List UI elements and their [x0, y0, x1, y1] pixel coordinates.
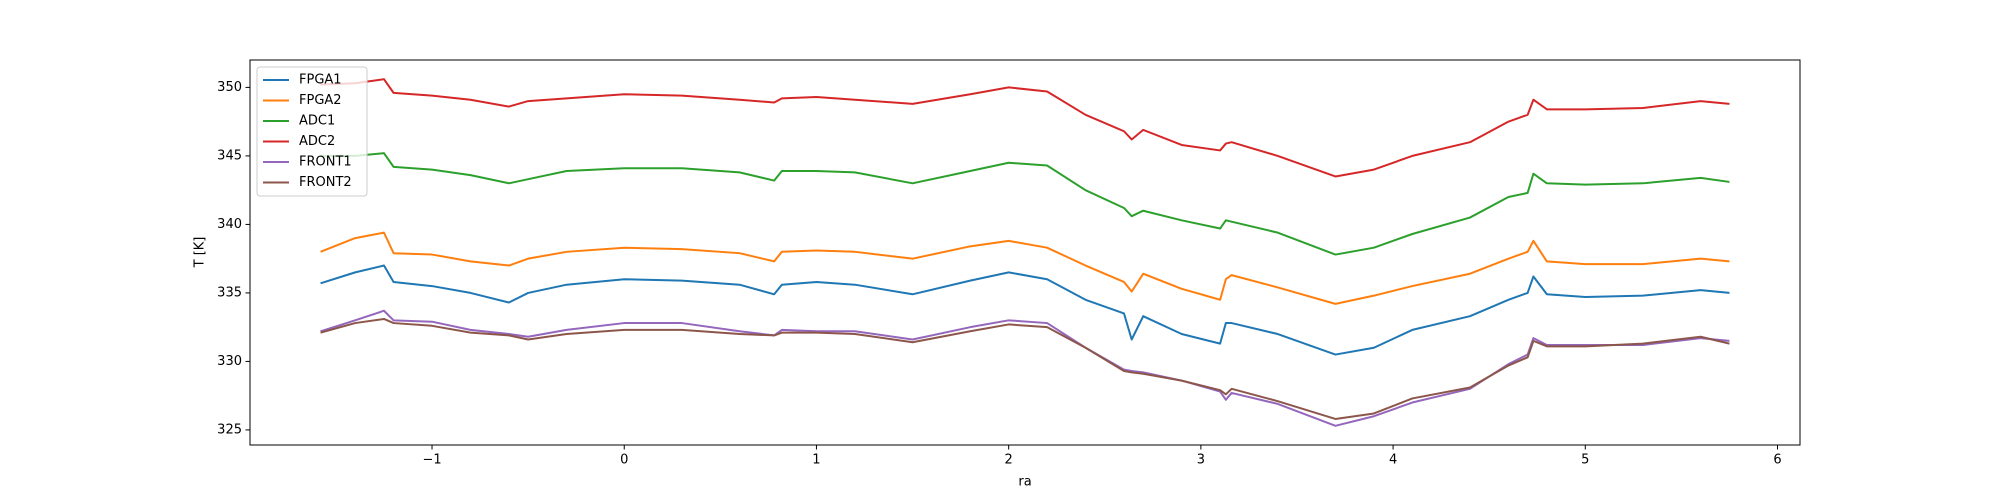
series-line	[320, 317, 1730, 420]
x-tick-label: 5	[1581, 453, 1589, 468]
x-tick-label: 3	[1197, 453, 1205, 468]
y-tick-label: 340	[217, 217, 242, 232]
series-line	[320, 231, 1730, 305]
legend-label: ADC1	[299, 114, 335, 129]
x-tick-label: 1	[812, 453, 820, 468]
y-axis-label: T [K]	[193, 237, 208, 269]
legend-label: FRONT2	[299, 175, 352, 190]
x-tick-label: 2	[1005, 453, 1013, 468]
series-line	[320, 309, 1730, 427]
legend-label: FPGA2	[299, 93, 342, 108]
x-tick-label: 0	[620, 453, 628, 468]
legend-label: FRONT1	[299, 155, 352, 170]
y-tick-label: 330	[217, 354, 242, 369]
legend-label: FPGA1	[299, 73, 342, 88]
y-tick-label: 325	[217, 422, 242, 437]
x-axis-label: ra	[1018, 475, 1031, 490]
x-tick-label: 6	[1773, 453, 1781, 468]
x-tick-label: −1	[422, 453, 441, 468]
legend-label: ADC2	[299, 134, 335, 149]
plot-frame	[249, 59, 1801, 446]
legend-box	[256, 66, 368, 197]
series-line	[320, 264, 1730, 356]
series-line	[320, 152, 1730, 256]
series-line	[320, 78, 1730, 178]
y-tick-label: 350	[217, 80, 242, 95]
y-tick-label: 345	[217, 148, 242, 163]
x-tick-label: 4	[1389, 453, 1397, 468]
y-tick-label: 335	[217, 285, 242, 300]
